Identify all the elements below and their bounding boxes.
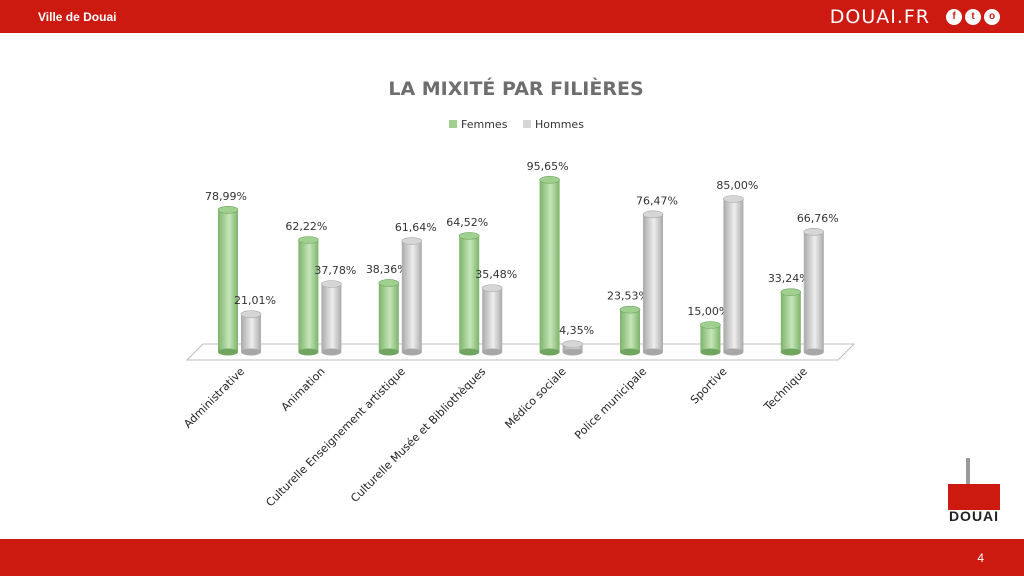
bar-femmes-5 (620, 309, 640, 352)
category-label-0: Administrative (181, 365, 247, 431)
category-label-2: Culturelle Enseignement artistique (263, 365, 408, 510)
bar-femmes-6 (700, 325, 721, 352)
bar-cap-hommes-1 (321, 280, 342, 288)
bar-cap-hommes-3 (481, 284, 503, 292)
bar-cap-femmes-5 (619, 305, 641, 314)
chart-bars: 78,99% 62,22% 38,36% 64,52% 95,65% 23,53% 15,0… (205, 160, 839, 356)
bar-base-hommes-3 (482, 348, 503, 356)
bar-cap-femmes-1 (298, 236, 319, 244)
data-label-femmes-5: 23,53% (607, 290, 649, 303)
bar-cap-femmes-2 (378, 279, 400, 287)
data-label-femmes-4: 95,65% (527, 160, 569, 173)
instagram-icon[interactable]: o (984, 9, 1000, 25)
category-label-3: Culturelle Musée et Bibliothèques (348, 365, 488, 505)
twitter-icon[interactable]: t (965, 9, 981, 25)
bar-base-hommes-0 (241, 348, 261, 356)
bar-cap-femmes-6 (700, 321, 721, 329)
bar-hommes-7 (803, 231, 824, 352)
legend-label-hommes: Hommes (535, 118, 584, 131)
bar-base-hommes-7 (803, 348, 824, 356)
category-label-5: Police municipale (572, 365, 649, 442)
bar-hommes-2 (401, 241, 422, 352)
data-label-femmes-0: 78,99% (205, 190, 247, 203)
bar-femmes-0 (218, 209, 238, 352)
logo-word: DOUAI (948, 508, 1000, 524)
bar-hommes-0 (241, 314, 261, 352)
floor-plane (185, 343, 856, 361)
bar-femmes-3 (459, 235, 480, 352)
bar-base-hommes-6 (723, 348, 744, 356)
bar-base-hommes-4 (562, 348, 583, 356)
bar-base-femmes-2 (378, 348, 399, 356)
site-name[interactable]: DOUAI.FR (829, 6, 930, 28)
bar-base-femmes-1 (298, 348, 319, 356)
data-label-hommes-7: 66,76% (797, 212, 839, 225)
bar-cap-hommes-4 (562, 340, 583, 348)
bar-femmes-7 (780, 292, 801, 352)
category-label-4: Médico sociale (502, 365, 568, 431)
bar-hommes-5 (643, 214, 663, 352)
data-label-hommes-2: 61,64% (395, 221, 437, 234)
bar-base-femmes-7 (780, 348, 801, 356)
bar-base-hommes-5 (643, 348, 663, 356)
bar-femmes-2 (378, 282, 399, 352)
bar-cap-femmes-4 (539, 176, 560, 184)
category-label-1: Animation (279, 365, 328, 414)
bar-hommes-3 (482, 288, 503, 352)
bar-base-femmes-4 (539, 348, 560, 356)
top-bar: Ville de Douai DOUAI.FR f t o (0, 0, 1024, 33)
chart-floor (185, 343, 856, 361)
bar-cap-femmes-0 (217, 206, 239, 214)
data-label-hommes-4: 4,35% (559, 324, 594, 337)
data-label-femmes-3: 64,52% (446, 216, 488, 229)
bar-cap-hommes-6 (723, 195, 744, 203)
legend-swatch-hommes (523, 120, 531, 128)
bar-hommes-6 (723, 199, 744, 352)
organization-name: Ville de Douai (38, 10, 117, 24)
bar-femmes-4 (539, 179, 560, 352)
data-label-hommes-0: 21,01% (234, 294, 276, 307)
data-label-femmes-7: 33,24% (768, 272, 810, 285)
bar-cap-hommes-0 (240, 310, 262, 318)
bar-cap-hommes-7 (803, 228, 825, 236)
bar-cap-hommes-2 (401, 237, 423, 245)
legend-label-femmes: Femmes (461, 118, 508, 131)
douai-logo: DOUAI (944, 456, 1004, 528)
bar-cap-femmes-3 (458, 232, 480, 240)
logo-mark (948, 484, 1000, 510)
data-label-hommes-6: 85,00% (716, 179, 758, 192)
bar-base-femmes-6 (700, 348, 721, 356)
bar-base-femmes-5 (620, 348, 640, 356)
data-label-femmes-2: 38,36% (366, 263, 408, 276)
bar-hommes-4 (562, 344, 583, 352)
logo-figure (966, 458, 970, 488)
data-label-hommes-1: 37,78% (314, 264, 356, 277)
bar-cap-femmes-7 (780, 288, 802, 296)
data-label-hommes-3: 35,48% (475, 268, 517, 281)
data-label-femmes-6: 15,00% (687, 305, 729, 318)
bar-base-hommes-1 (321, 348, 342, 356)
data-label-hommes-5: 76,47% (636, 194, 678, 207)
bar-base-femmes-0 (218, 348, 238, 356)
chart-legend: Femmes Hommes (449, 118, 584, 131)
category-label-7: Technique (761, 365, 810, 414)
bar-base-femmes-3 (459, 348, 480, 356)
category-label-6: Sportive (688, 365, 730, 407)
data-label-femmes-1: 62,22% (285, 220, 327, 233)
bar-base-hommes-2 (401, 348, 422, 356)
bar-cap-hommes-5 (642, 210, 664, 219)
bar-femmes-1 (298, 240, 319, 352)
bottom-bar: 4 (0, 539, 1024, 576)
page-number: 4 (977, 551, 984, 565)
legend-swatch-femmes (449, 120, 457, 128)
facebook-icon[interactable]: f (946, 9, 962, 25)
bar-hommes-1 (321, 283, 342, 352)
chart-title: LA MIXITÉ PAR FILIÈRES (388, 77, 643, 100)
